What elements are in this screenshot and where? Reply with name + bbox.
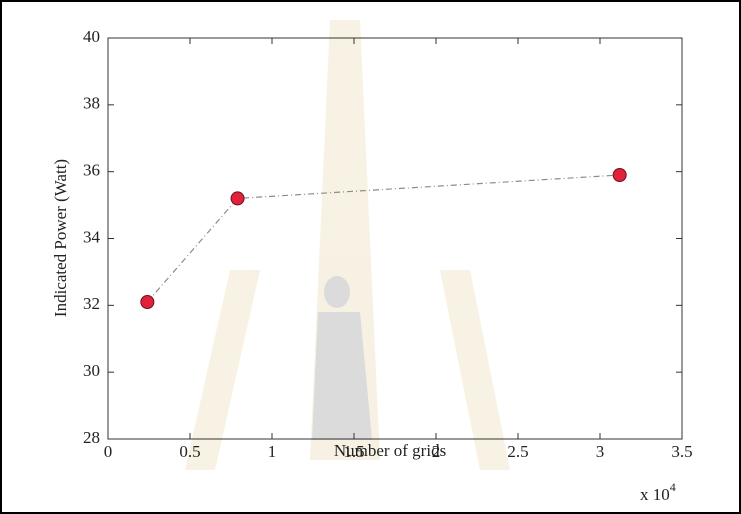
y-tick-label: 30 [83, 361, 100, 380]
y-axis-label: Indicated Power (Watt) [51, 159, 70, 317]
x-tick-label: 1 [268, 442, 277, 461]
y-tick-label: 28 [83, 428, 100, 447]
y-tick-label: 36 [83, 161, 100, 180]
x-tick-label: 2.5 [507, 442, 528, 461]
x-tick-label: 0 [104, 442, 113, 461]
x-multiplier-exponent: 4 [670, 480, 676, 494]
y-tick-label: 40 [83, 27, 100, 46]
y-tick-label: 34 [83, 227, 101, 246]
data-point [141, 295, 154, 308]
data-point [231, 192, 244, 205]
x-tick-label: 3.5 [671, 442, 692, 461]
x-tick-label: 1.5 [343, 442, 364, 461]
data-point [613, 169, 626, 182]
x-tick-label: 3 [596, 442, 605, 461]
y-tick-label: 32 [83, 294, 100, 313]
x-tick-label: 0.5 [179, 442, 200, 461]
x-tick-label: 2 [432, 442, 441, 461]
x-multiplier-base: x 10 [640, 485, 670, 504]
chart: Number of grids Indicated Power (Watt) x… [0, 0, 741, 514]
y-tick-label: 38 [83, 94, 100, 113]
